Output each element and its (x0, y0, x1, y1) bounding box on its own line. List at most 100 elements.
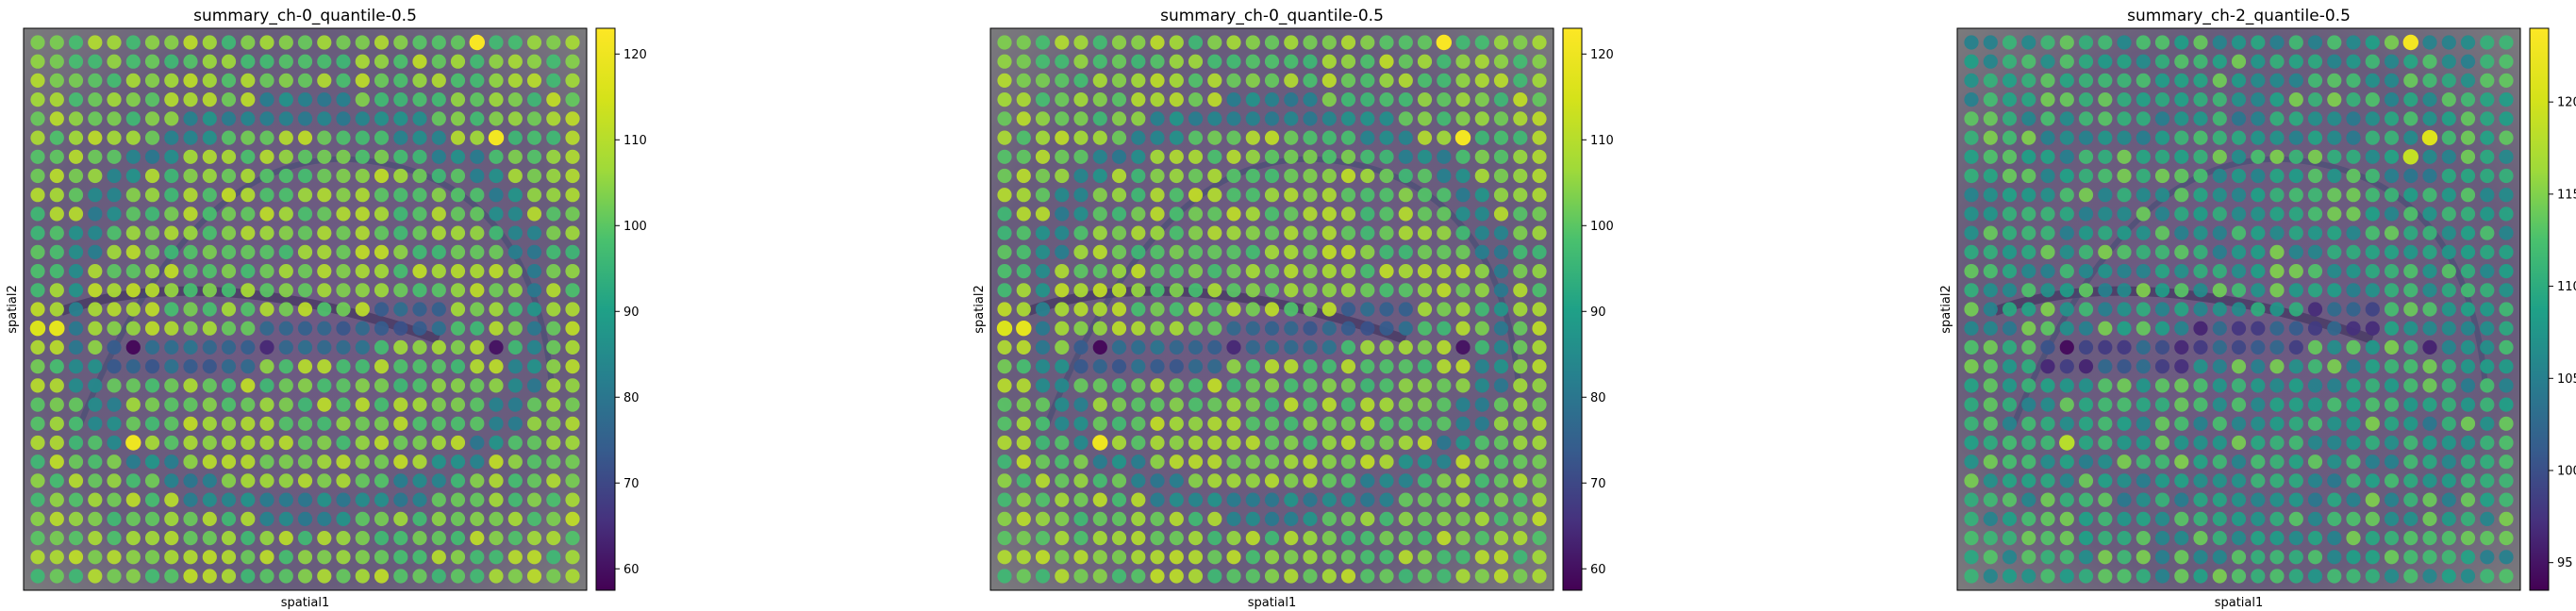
spot (1474, 321, 1489, 336)
spot (355, 511, 370, 527)
spot (1493, 473, 1509, 488)
spot (1150, 569, 1165, 584)
spot (259, 359, 274, 374)
spot (1092, 550, 1107, 565)
spot (489, 225, 504, 240)
spot (2174, 188, 2189, 203)
spot (546, 149, 561, 164)
spot (1073, 473, 1089, 488)
spot (2384, 35, 2400, 50)
spot (1398, 435, 1413, 451)
spot (431, 397, 446, 412)
spot (546, 416, 561, 431)
spot (1493, 206, 1509, 222)
spot (1055, 378, 1070, 393)
spot (88, 283, 103, 298)
spot (2346, 531, 2361, 546)
spot (1964, 73, 1979, 88)
spot (1532, 225, 1547, 240)
spot (1226, 92, 1241, 107)
spot (1073, 111, 1089, 126)
spot (2499, 264, 2514, 279)
spot (2327, 492, 2342, 507)
spot (2078, 378, 2094, 393)
spot (374, 569, 390, 584)
spot (1340, 149, 1356, 164)
spot (1513, 35, 1528, 50)
spot (241, 188, 256, 203)
spot (241, 359, 256, 374)
spot (2174, 511, 2189, 527)
spot (1188, 54, 1204, 69)
spot (565, 111, 580, 126)
spot (412, 492, 427, 507)
spot (2288, 569, 2303, 584)
spot (30, 397, 45, 412)
spot (2327, 264, 2342, 279)
spot (1264, 321, 1280, 336)
spot (2365, 359, 2380, 374)
spot (1532, 321, 1547, 336)
spot (2460, 531, 2476, 546)
spot (297, 435, 313, 451)
spot (2078, 35, 2094, 50)
spot (1284, 92, 1299, 107)
spot (1150, 492, 1165, 507)
spot (355, 130, 370, 145)
spot (1207, 339, 1222, 355)
spot (88, 302, 103, 317)
spot (1207, 188, 1222, 203)
spot (68, 302, 84, 317)
spot (412, 511, 427, 527)
spot (1340, 454, 1356, 470)
spot (393, 339, 408, 355)
spot (202, 188, 217, 203)
spot (202, 473, 217, 488)
spot (2365, 149, 2380, 164)
spot (1983, 130, 1998, 145)
spot (1055, 35, 1070, 50)
spot (1169, 188, 1184, 203)
spot (2365, 73, 2380, 88)
spot (393, 397, 408, 412)
spot (2480, 111, 2495, 126)
spot (2193, 492, 2208, 507)
spot (2078, 454, 2094, 470)
spot (241, 397, 256, 412)
spot (336, 264, 351, 279)
spot (2021, 511, 2036, 527)
spot (107, 511, 122, 527)
spot (546, 283, 561, 298)
spot (2365, 54, 2380, 69)
spot (2136, 569, 2151, 584)
spot (2365, 130, 2380, 145)
spot (1379, 130, 1394, 145)
spot (1055, 454, 1070, 470)
spot (2117, 416, 2132, 431)
spot (507, 569, 523, 584)
spot (49, 435, 64, 451)
spot (526, 206, 542, 222)
spot (1398, 92, 1413, 107)
spot (2193, 283, 2208, 298)
spot (1513, 244, 1528, 259)
spot (1474, 244, 1489, 259)
spot (183, 397, 198, 412)
spot (1964, 492, 1979, 507)
spot (2231, 206, 2247, 222)
spot (125, 435, 141, 451)
spot (450, 130, 466, 145)
spot (1964, 130, 1979, 145)
spot (241, 339, 256, 355)
spot (2059, 225, 2074, 240)
spot (68, 531, 84, 546)
spot (470, 73, 485, 88)
spot (2098, 435, 2113, 451)
spot (30, 531, 45, 546)
spot (2422, 302, 2437, 317)
spot (2402, 149, 2418, 165)
spot (2078, 359, 2094, 374)
spot (1092, 206, 1107, 222)
spot (107, 302, 122, 317)
spot (526, 264, 542, 279)
